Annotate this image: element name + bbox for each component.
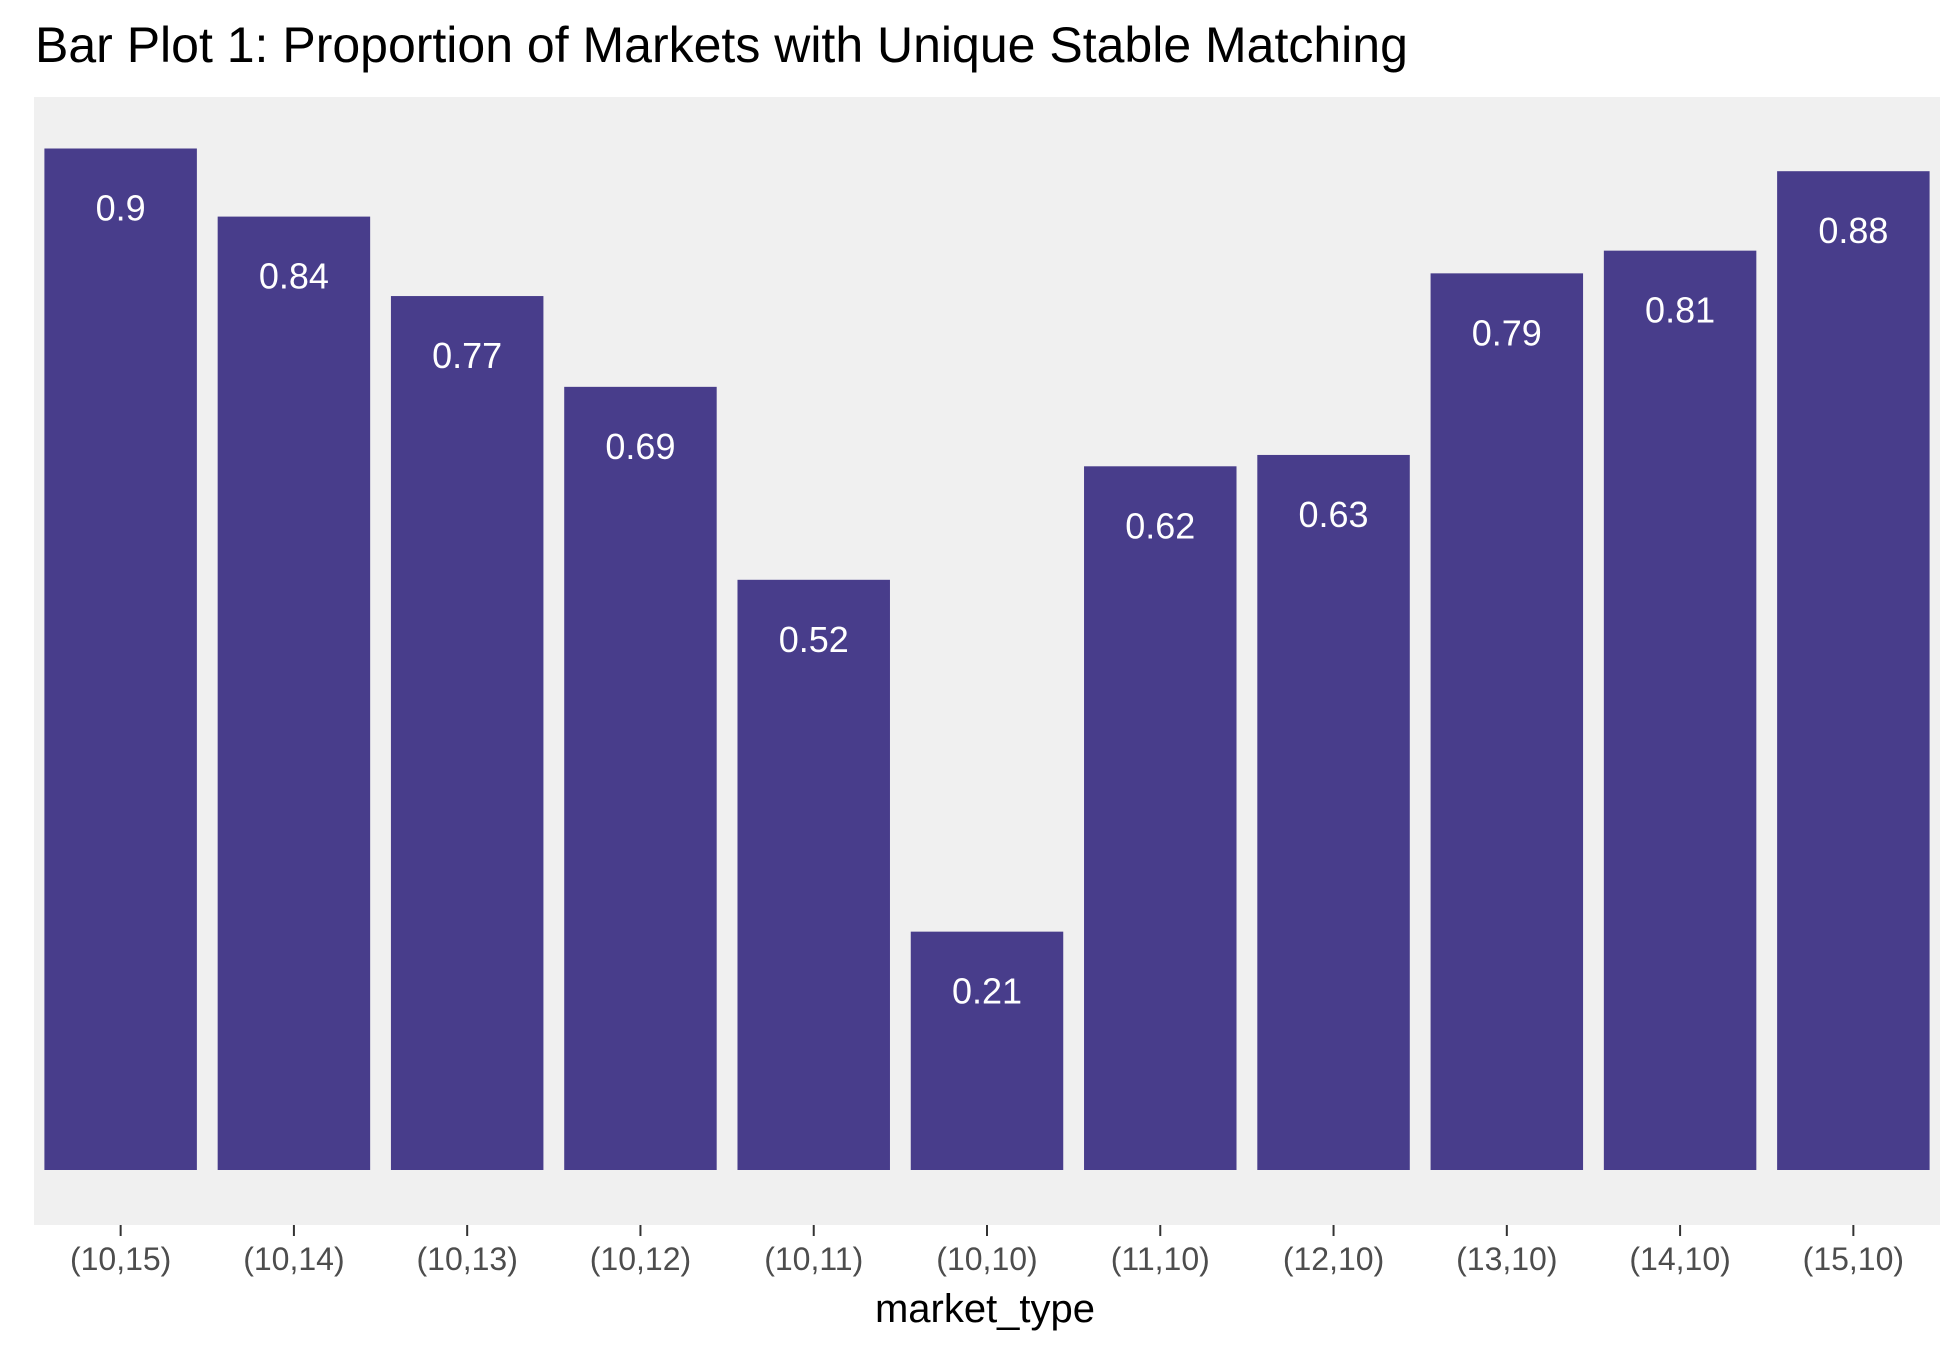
bar-value-label-5: 0.21 <box>952 971 1022 1012</box>
bar-4 <box>737 579 890 1170</box>
x-axis-ticks <box>119 1225 1855 1236</box>
x-tick-label-7: (12,10) <box>1283 1241 1384 1277</box>
x-tick-label-3: (10,12) <box>590 1241 691 1277</box>
x-tick-label-1: (10,14) <box>243 1241 344 1277</box>
bars-group <box>44 148 1930 1171</box>
bar-value-label-4: 0.52 <box>779 619 849 660</box>
bar-value-label-7: 0.63 <box>1299 494 1369 535</box>
x-tick-label-0: (10,15) <box>70 1241 171 1277</box>
bar-value-label-10: 0.88 <box>1818 210 1888 251</box>
x-tick-label-5: (10,10) <box>936 1241 1037 1277</box>
x-tick-label-6: (11,10) <box>1111 1241 1210 1277</box>
bar-value-label-0: 0.9 <box>96 188 146 229</box>
x-tick-label-8: (13,10) <box>1456 1241 1557 1277</box>
x-tick-label-10: (15,10) <box>1803 1241 1904 1277</box>
x-axis-tick-labels: (10,15) (10,14) (10,13) (10,12) (10,11) (10,1… <box>70 1241 1904 1277</box>
bar-7 <box>1257 454 1410 1170</box>
bar-6 <box>1084 466 1237 1170</box>
x-tick-label-2: (10,13) <box>416 1241 517 1277</box>
chart-title: Bar Plot 1: Proportion of Markets with U… <box>35 17 1408 73</box>
bar-value-label-3: 0.69 <box>605 426 675 467</box>
bar-value-label-8: 0.79 <box>1472 312 1542 353</box>
x-tick-label-9: (14,10) <box>1629 1241 1730 1277</box>
x-tick-label-4: (10,11) <box>764 1241 863 1277</box>
bar-1 <box>217 216 371 1171</box>
bar-value-label-2: 0.77 <box>432 335 502 376</box>
bar-value-label-6: 0.62 <box>1125 505 1195 546</box>
bar-8 <box>1430 273 1584 1171</box>
bar-2 <box>390 296 544 1170</box>
bar-value-label-1: 0.84 <box>259 256 329 297</box>
x-axis-title: market_type <box>875 1287 1095 1331</box>
bar-10 <box>1777 171 1930 1170</box>
bar-9 <box>1603 250 1757 1170</box>
bar-5 <box>910 931 1064 1170</box>
bar-labels-group: 0.9 0.84 0.77 0.69 0.52 0.21 0.62 0.63 0.79 0.81 0… <box>96 188 1889 1012</box>
bar-3 <box>564 386 717 1171</box>
bar-0 <box>44 148 197 1170</box>
bar-value-label-9: 0.81 <box>1645 290 1715 331</box>
